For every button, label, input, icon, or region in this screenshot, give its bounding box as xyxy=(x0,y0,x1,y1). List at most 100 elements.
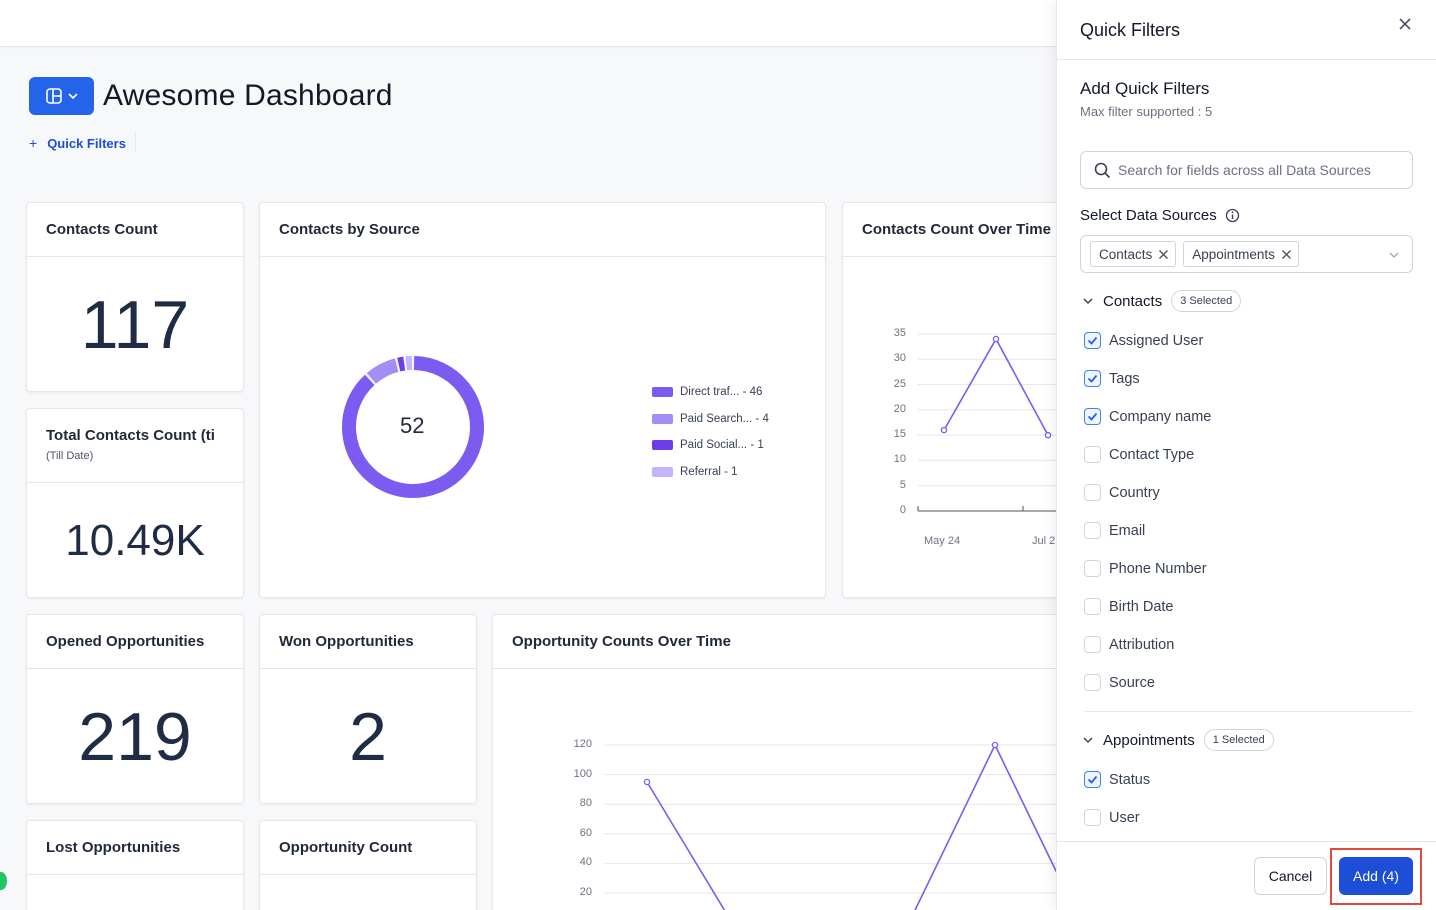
checkbox[interactable] xyxy=(1084,809,1101,826)
field-option[interactable]: Country xyxy=(1084,484,1160,501)
field-option[interactable]: Assigned User xyxy=(1084,332,1203,349)
search-input[interactable] xyxy=(1118,162,1388,178)
y-tick-label: 35 xyxy=(893,327,906,339)
search-icon xyxy=(1094,162,1111,178)
field-option[interactable]: Status xyxy=(1084,771,1150,788)
checkbox-checked[interactable] xyxy=(1084,332,1101,349)
layout-toggle-button[interactable] xyxy=(29,77,94,115)
card-subtitle: (Till Date) xyxy=(46,450,94,462)
data-point[interactable] xyxy=(940,426,948,434)
data-sources-select[interactable]: Contacts Appointments xyxy=(1080,235,1413,273)
card-title: Won Opportunities xyxy=(260,615,476,669)
check-icon xyxy=(1087,336,1098,345)
field-option[interactable]: User xyxy=(1084,809,1140,826)
field-option-label: Status xyxy=(1109,771,1151,788)
card-title: Contacts Count Over Time xyxy=(843,203,1081,257)
checkbox[interactable] xyxy=(1084,446,1101,463)
legend-swatch xyxy=(652,467,673,478)
legend-item[interactable]: Paid Search... - 4 xyxy=(652,406,769,433)
field-option-label: Assigned User xyxy=(1109,332,1204,349)
y-tick-label: 20 xyxy=(579,886,592,898)
quick-filters-link[interactable]: + Quick Filters xyxy=(29,133,136,153)
data-point[interactable] xyxy=(992,335,1000,343)
info-icon[interactable] xyxy=(1225,208,1240,223)
y-tick-label: 0 xyxy=(899,504,906,516)
legend-label: Direct traf... - 46 xyxy=(680,386,763,399)
checkbox-checked[interactable] xyxy=(1084,771,1101,788)
card-title: Opened Opportunities xyxy=(27,615,243,669)
donut-slice[interactable] xyxy=(397,356,406,372)
add-button[interactable]: Add (4) xyxy=(1339,857,1413,895)
card-title: Lost Opportunities xyxy=(27,821,243,875)
chip-contacts: Contacts xyxy=(1090,241,1177,267)
field-option[interactable]: Tags xyxy=(1084,370,1140,387)
y-tick-label: 5 xyxy=(899,478,906,491)
layout-icon xyxy=(45,88,62,104)
donut-chart xyxy=(342,356,484,498)
data-point[interactable] xyxy=(643,778,651,786)
selected-count-badge: 1 Selected xyxy=(1203,729,1274,751)
group-contacts[interactable]: Contacts 3 Selected xyxy=(1082,290,1242,312)
card-value: 10.49K xyxy=(65,515,205,565)
highlight-box xyxy=(1330,848,1422,905)
contacts-by-source-card: Contacts by Source 52 Direct traf... - 4… xyxy=(259,202,826,598)
legend-swatch xyxy=(652,413,673,424)
remove-icon[interactable] xyxy=(1158,249,1169,260)
quick-filters-link-label: Quick Filters xyxy=(47,135,126,151)
chart-canvas xyxy=(917,333,1081,512)
cancel-button[interactable]: Cancel xyxy=(1254,857,1327,895)
y-tick-label: 20 xyxy=(893,402,906,415)
field-option[interactable]: Contact Type xyxy=(1084,446,1194,463)
card-title: Contacts Count xyxy=(27,203,243,257)
divider xyxy=(1084,711,1413,712)
legend-item[interactable]: Direct traf... - 46 xyxy=(652,379,769,406)
close-icon[interactable] xyxy=(1396,15,1414,33)
legend-item[interactable]: Referral - 1 xyxy=(652,459,769,486)
section-subtitle: Max filter supported : 5 xyxy=(1080,104,1213,119)
donut-slice[interactable] xyxy=(342,356,484,498)
donut-slice[interactable] xyxy=(366,358,399,384)
field-option-label: User xyxy=(1109,809,1140,826)
checkbox[interactable] xyxy=(1084,674,1101,691)
status-indicator xyxy=(0,872,7,890)
opportunity-counts-over-time-card: Opportunity Counts Over Time 120 100 80 60 4… xyxy=(492,614,1082,910)
checkbox[interactable] xyxy=(1084,560,1101,577)
total-contacts-card: Total Contacts Count (ti (Till Date) 10.… xyxy=(26,408,244,598)
data-point[interactable] xyxy=(1044,431,1052,439)
chevron-down-icon xyxy=(1083,298,1093,305)
group-appointments[interactable]: Appointments 1 Selected xyxy=(1082,729,1274,751)
remove-icon[interactable] xyxy=(1281,249,1292,260)
x-tick-label: May 24 xyxy=(924,535,961,547)
card-value: 2 xyxy=(349,698,387,775)
chevron-down-icon xyxy=(1389,252,1399,258)
y-tick-label: 60 xyxy=(579,826,592,839)
checkbox[interactable] xyxy=(1084,522,1101,539)
top-bar xyxy=(0,0,1056,47)
y-tick-label: 30 xyxy=(893,352,906,365)
chip-appointments: Appointments xyxy=(1183,241,1299,267)
chart-canvas xyxy=(604,741,1081,910)
field-option[interactable]: Source xyxy=(1084,674,1155,691)
checkbox[interactable] xyxy=(1084,598,1101,615)
check-icon xyxy=(1087,775,1098,784)
field-option[interactable]: Phone Number xyxy=(1084,560,1207,577)
checkbox[interactable] xyxy=(1084,484,1101,501)
field-option[interactable]: Company name xyxy=(1084,408,1211,425)
checkbox-checked[interactable] xyxy=(1084,408,1101,425)
data-point[interactable] xyxy=(991,741,999,749)
field-search[interactable] xyxy=(1080,151,1413,189)
selected-count-badge: 3 Selected xyxy=(1171,290,1242,312)
contacts-count-card: Contacts Count 117 xyxy=(26,202,244,392)
field-option[interactable]: Attribution xyxy=(1084,636,1174,653)
field-option[interactable]: Birth Date xyxy=(1084,598,1173,615)
check-icon xyxy=(1087,412,1098,421)
field-option-label: Birth Date xyxy=(1109,598,1174,615)
panel-footer: Cancel Add (4) xyxy=(1057,841,1436,910)
checkbox-checked[interactable] xyxy=(1084,370,1101,387)
chip-label: Appointments xyxy=(1192,246,1275,262)
field-option[interactable]: Email xyxy=(1084,522,1145,539)
legend-item[interactable]: Paid Social... - 1 xyxy=(652,432,769,459)
checkbox[interactable] xyxy=(1084,636,1101,653)
group-name: Contacts xyxy=(1103,292,1163,310)
card-title: Opportunity Count xyxy=(260,821,476,875)
